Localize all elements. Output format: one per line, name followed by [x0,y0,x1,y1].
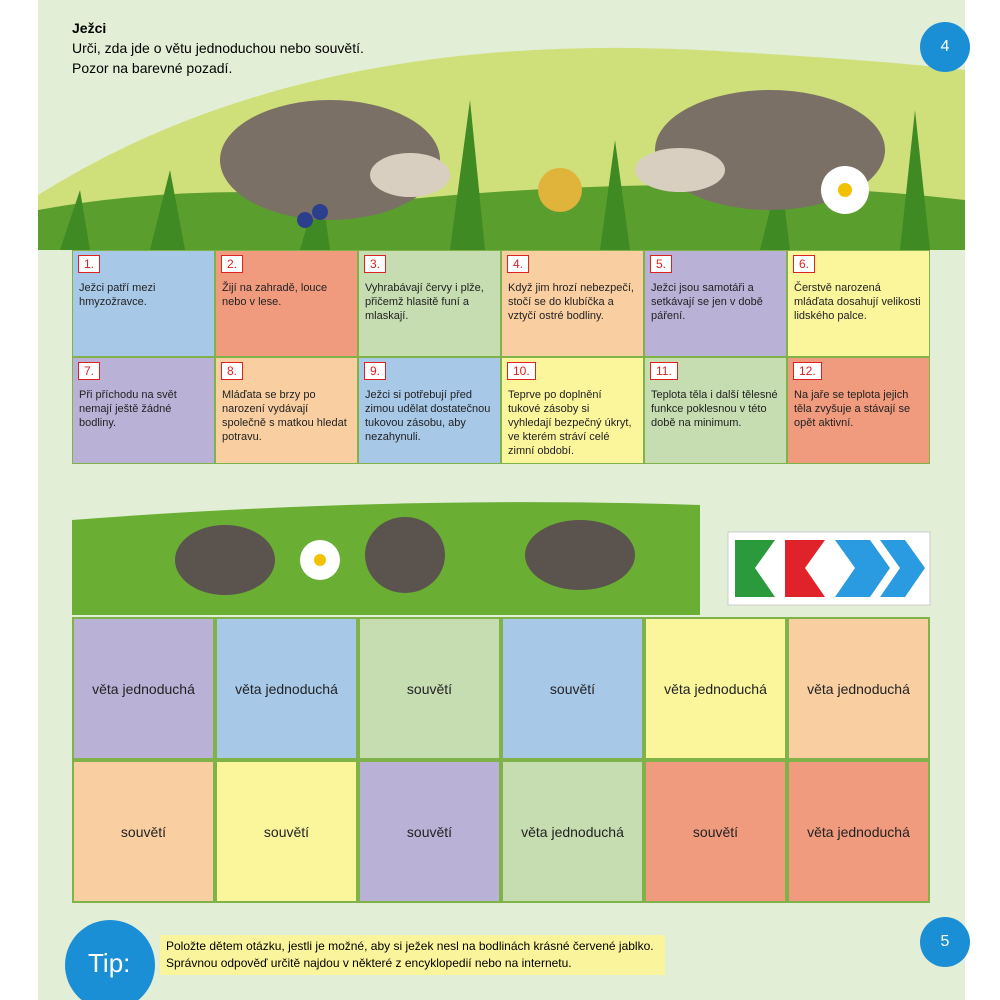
answer-cell: souvětí [644,760,787,903]
header: Ježci Urči, zda jde o větu jednoduchou n… [72,18,364,78]
card-text: Ježci patří mezi hmyzožravce. [79,282,156,308]
statement-card: 9. Ježci si potřebují před zimou udělat d… [358,357,501,464]
statement-card: 3. Vyhrabávají červy i plže, přičemž hlas… [358,250,501,357]
answer-cell: souvětí [215,760,358,903]
card-text: Na jaře se teplota jejich těla zvyšuje a… [794,389,911,429]
card-text: Žijí na zahradě, louce nebo v lese. [222,282,328,308]
card-number: 12. [793,362,822,380]
answer-cell: věta jednoduchá [72,617,215,760]
tip-label: Tip: [88,948,131,978]
card-number: 4. [507,255,530,273]
note: Pozor na barevné pozadí. [72,60,233,76]
card-number: 9. [364,362,387,380]
answer-cell: souvětí [501,617,644,760]
statement-card: 4. Když jim hrozí nebezpečí, stočí se do … [501,250,644,357]
instruction: Urči, zda jde o větu jednoduchou nebo so… [72,40,364,56]
statement-card: 12. Na jaře se teplota jejich těla zvyšuj… [787,357,930,464]
card-text: Ježci jsou samotáři a setkávají se jen v… [651,282,763,322]
title: Ježci [72,20,107,36]
card-text: Teprve po doplnění tukové zásoby si vyhl… [508,389,632,457]
card-text: Vyhrabávají červy i plže, přičemž hlasit… [365,282,484,322]
statement-card: 10. Teprve po doplnění tukové zásoby si v… [501,357,644,464]
card-text: Mláďata se brzy po narození vydávají spo… [222,389,347,443]
statement-card: 8. Mláďata se brzy po narození vydávají s… [215,357,358,464]
answer-cell: souvětí [358,617,501,760]
card-number: 10. [507,362,536,380]
page-number: 4 [920,22,970,72]
card-text: Teplota těla i další tělesné funkce pokl… [651,389,778,429]
page-number: 5 [920,917,970,967]
card-number: 3. [364,255,387,273]
answer-cell: věta jednoduchá [787,760,930,903]
card-number: 5. [650,255,673,273]
answer-cell: věta jednoduchá [215,617,358,760]
card-text: Když jim hrozí nebezpečí, stočí se do kl… [508,282,634,322]
card-text: Čerstvě narozená mláďata dosahují veliko… [794,282,921,322]
tip-text: Položte dětem otázku, jestli je možné, a… [160,935,665,975]
statement-card: 5. Ježci jsou samotáři a setkávají se jen… [644,250,787,357]
card-number: 1. [78,255,101,273]
card-number: 7. [78,362,101,380]
answer-cell: věta jednoduchá [501,760,644,903]
statement-card: 11. Teplota těla i další tělesné funkce p… [644,357,787,464]
statement-card: 6. Čerstvě narozená mláďata dosahují veli… [787,250,930,357]
card-number: 2. [221,255,244,273]
card-number: 11. [650,362,678,380]
card-text: Ježci si potřebují před zimou udělat dos… [365,389,491,443]
card-number: 6. [793,255,816,273]
statement-card: 2. Žijí na zahradě, louce nebo v lese. [215,250,358,357]
answer-cell: souvětí [358,760,501,903]
answer-cell: věta jednoduchá [787,617,930,760]
answer-cell: souvětí [72,760,215,903]
card-text: Při příchodu na svět nemají ještě žádné … [79,389,177,429]
answer-cell: věta jednoduchá [644,617,787,760]
statement-card: 7. Při příchodu na svět nemají ještě žádn… [72,357,215,464]
statement-card: 1. Ježci patří mezi hmyzožravce. [72,250,215,357]
card-number: 8. [221,362,244,380]
